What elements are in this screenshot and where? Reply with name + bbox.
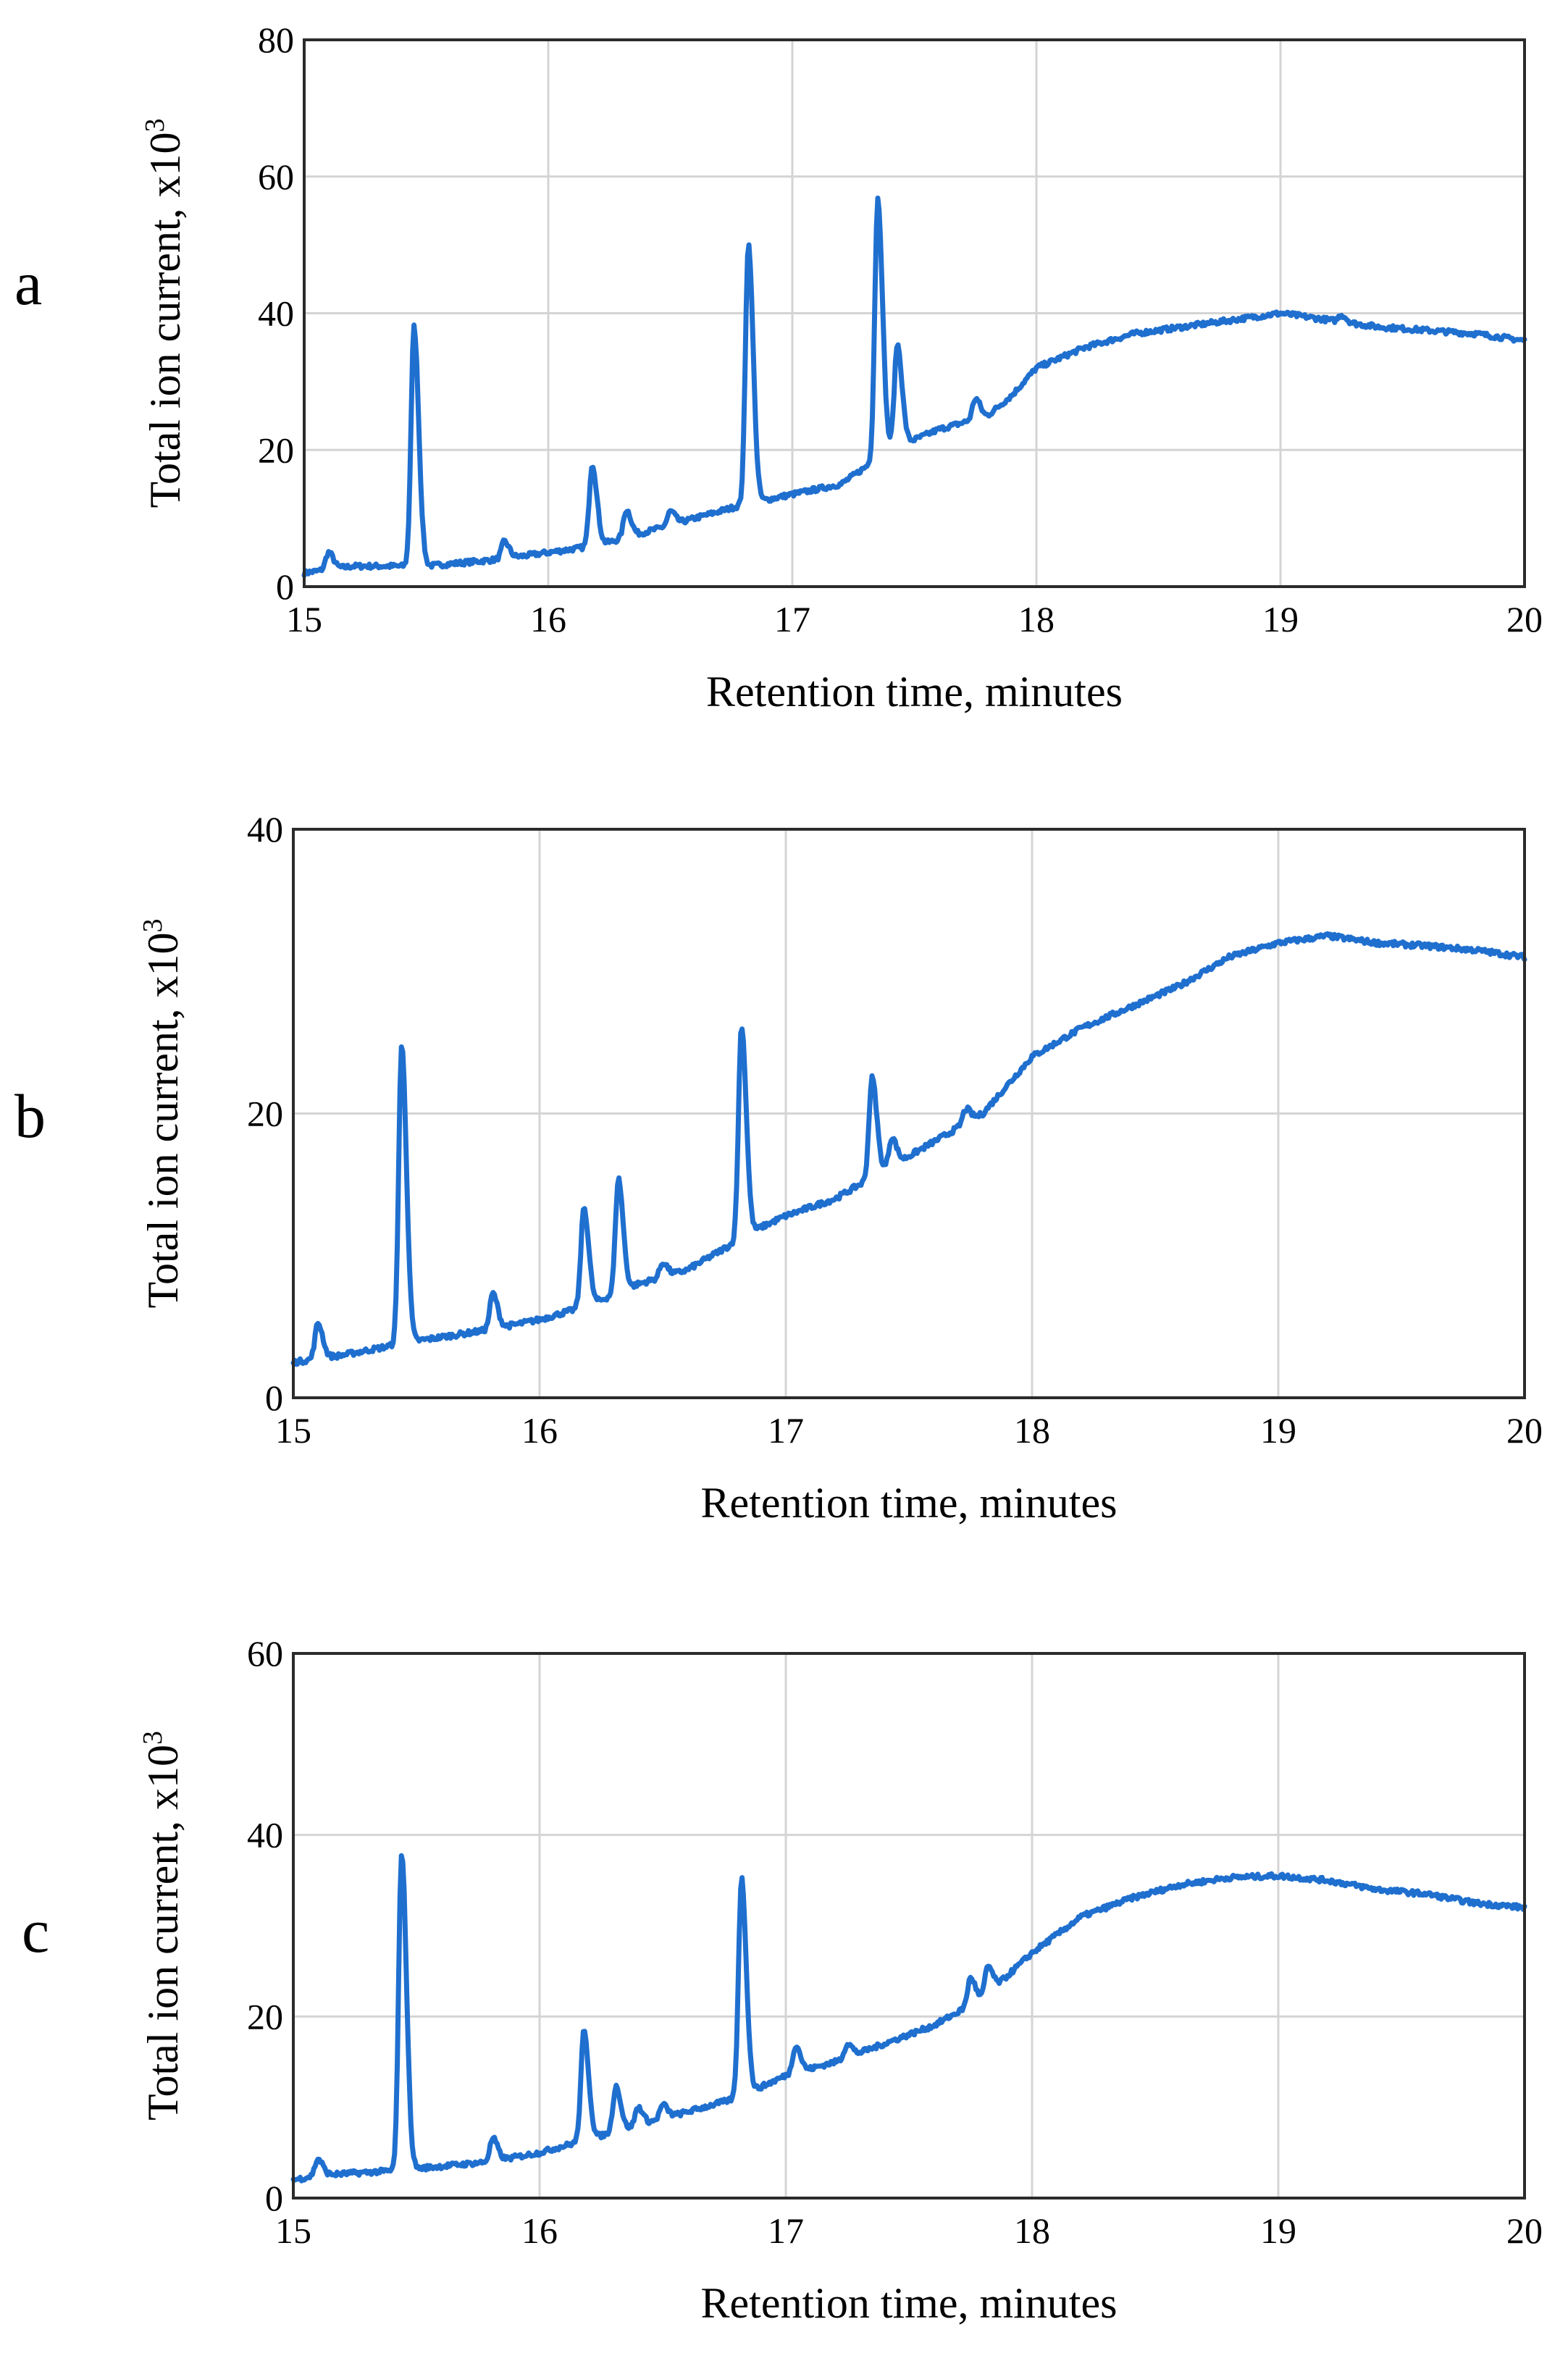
x-tick-label: 20 (1506, 2210, 1543, 2251)
y-tick-label: 0 (276, 566, 294, 607)
x-tick-label: 20 (1506, 599, 1543, 639)
x-tick-label: 19 (1262, 599, 1299, 639)
y-axis-label-exponent: 3 (138, 1731, 168, 1745)
y-tick-label: 0 (265, 1377, 283, 1418)
x-axis-label: Retention time, minutes (701, 1479, 1118, 1527)
plot-frame (292, 1652, 1526, 2199)
x-tick-label: 17 (768, 2210, 804, 2251)
chromatogram-trace (290, 1853, 1527, 2184)
y-tick-label: 40 (258, 293, 294, 334)
x-axis-label: Retention time, minutes (706, 668, 1123, 716)
y-tick-label: 60 (258, 156, 294, 197)
y-tick-label: 0 (265, 2178, 283, 2218)
x-tick-label: 19 (1260, 2210, 1296, 2251)
x-tick-label: 16 (521, 1410, 558, 1451)
x-tick-label: 18 (1014, 1410, 1050, 1451)
x-tick-label: 15 (275, 1410, 311, 1451)
y-axis-label-exponent: 3 (140, 119, 170, 133)
y-tick-label: 20 (247, 1094, 283, 1134)
panel-letter: a (14, 248, 42, 318)
y-tick-label: 20 (258, 429, 294, 470)
x-axis-label: Retention time, minutes (701, 2279, 1118, 2327)
chromatogram-trace (290, 931, 1527, 1367)
y-tick-label: 40 (247, 1815, 283, 1855)
y-axis-label: Total ion current, x103 (138, 1731, 187, 2121)
chromatogram-trace (301, 196, 1527, 578)
y-axis-label: Total ion current, x103 (138, 919, 187, 1309)
y-tick-label: 60 (247, 1633, 283, 1674)
y-axis-label: Total ion current, x103 (140, 119, 189, 508)
x-tick-label: 19 (1260, 1410, 1296, 1451)
chart-panel-c: c 15 16 17 18 19 20 0 20 40 60 Retention time, minu… (22, 1633, 1543, 2327)
x-tick-label: 15 (275, 2210, 311, 2251)
y-axis-label-text: Total ion current, x10 (141, 133, 189, 508)
x-tick-label: 18 (1014, 2210, 1050, 2251)
x-tick-label: 15 (286, 599, 322, 639)
x-tick-label: 18 (1018, 599, 1055, 639)
y-axis-label-exponent: 3 (138, 919, 168, 933)
x-tick-label: 17 (774, 599, 810, 639)
y-tick-label: 20 (247, 1996, 283, 2037)
panel-letter: c (22, 1896, 49, 1966)
y-axis-label-text: Total ion current, x10 (139, 1745, 187, 2121)
plot-frame (292, 828, 1526, 1399)
x-tick-label: 16 (530, 599, 566, 639)
y-tick-label: 80 (258, 20, 294, 60)
x-tick-label: 17 (768, 1410, 804, 1451)
x-tick-label: 16 (521, 2210, 558, 2251)
chart-panel-b: b 15 16 17 18 19 20 0 20 40 Retention time, minute… (14, 809, 1543, 1527)
y-axis-label-text: Total ion current, x10 (139, 933, 187, 1309)
x-tick-label: 20 (1506, 1410, 1543, 1451)
panel-letter: b (14, 1081, 46, 1151)
chart-panel-a: a 15 16 17 18 19 20 0 20 40 60 80 Retention time, mi… (14, 20, 1543, 716)
plot-frame (303, 38, 1526, 588)
y-tick-label: 40 (247, 809, 283, 850)
